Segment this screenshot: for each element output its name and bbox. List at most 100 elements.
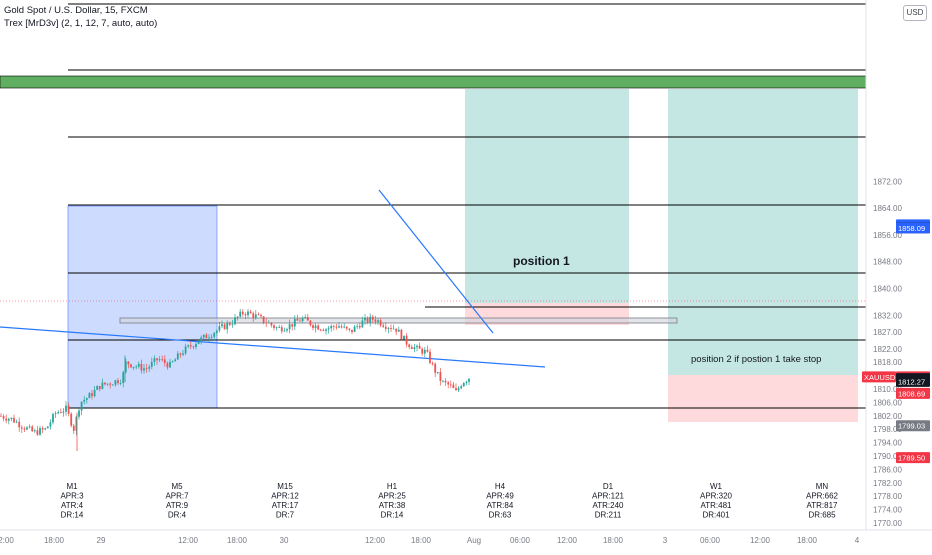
y-tick-label: 1778.00: [873, 492, 902, 501]
timeframe-stat-text: ATR:4: [61, 501, 84, 510]
candle: [397, 326, 400, 332]
timeframe-stat-text: ATR:84: [487, 501, 514, 510]
candle: [257, 312, 260, 316]
candle: [366, 316, 369, 325]
x-tick-label: 2:00: [0, 536, 14, 545]
candle: [457, 386, 460, 393]
candle: [221, 320, 223, 329]
candle: [44, 427, 47, 431]
candle: [436, 371, 439, 375]
candle: [249, 309, 252, 314]
timeframe-stat-text: DR:7: [276, 511, 295, 520]
price-badge: 1858.09: [896, 222, 930, 234]
x-tick-label: 12:00: [750, 536, 771, 545]
price-axis[interactable]: 1770.00 1774.00 1778.00 1782.00 1786.00 1790.…: [865, 0, 902, 530]
candle: [223, 323, 226, 330]
candle: [317, 323, 320, 330]
candle: [226, 320, 229, 334]
candle: [10, 417, 13, 422]
candle: [413, 343, 416, 353]
candle: [439, 368, 442, 386]
timeframe-stat-text: APR:3: [60, 492, 84, 501]
candle: [353, 325, 356, 333]
candle: [374, 315, 377, 325]
candle: [72, 423, 75, 435]
range-box[interactable]: [67, 205, 218, 409]
candle: [202, 334, 205, 340]
timeframe-stat-text: DR:63: [489, 511, 512, 520]
position-1-profit-zone[interactable]: [465, 89, 629, 303]
candle: [262, 316, 265, 325]
candle: [239, 308, 242, 319]
trend-line-upper[interactable]: [378, 189, 494, 334]
position-2-profit-zone[interactable]: [668, 89, 858, 375]
candle: [106, 383, 109, 386]
y-tick-label: 1794.00: [873, 439, 902, 448]
candle: [80, 401, 83, 416]
candle: [236, 316, 239, 321]
candle: [28, 424, 31, 429]
timeframe-stat-text: M1: [66, 482, 78, 491]
candle: [23, 426, 26, 433]
price-badge: XAUUSD: [862, 371, 896, 383]
candle: [169, 358, 171, 369]
y-tick-label: 1832.00: [873, 311, 902, 320]
timeframe-stat-text: ATR:17: [272, 501, 299, 510]
candle: [41, 426, 44, 433]
candle: [356, 323, 359, 330]
candle: [39, 425, 41, 436]
candle: [418, 342, 421, 349]
timeframe-stat-text: ATR:481: [701, 501, 733, 510]
x-tick-label: 18:00: [411, 536, 432, 545]
candle: [460, 384, 463, 390]
candle: [75, 415, 78, 436]
y-tick-label: 1770.00: [873, 519, 902, 528]
candle: [241, 309, 244, 317]
candle: [182, 349, 184, 357]
candle: [5, 414, 8, 424]
candle: [299, 317, 301, 322]
candle: [143, 364, 145, 374]
timeframe-stat-text: D1: [603, 482, 614, 491]
horizontal-levels: [0, 3, 866, 409]
candle: [184, 343, 187, 356]
position-2-loss-zone[interactable]: [668, 375, 858, 422]
candle: [369, 313, 372, 327]
candle: [465, 380, 468, 386]
candle: [296, 314, 299, 321]
position-1-label: position 1: [513, 254, 570, 268]
green-zone[interactable]: [0, 75, 867, 89]
trend-line-lower[interactable]: [0, 326, 546, 368]
x-tick-label: 06:00: [510, 536, 531, 545]
candle: [88, 391, 91, 399]
candle: [234, 314, 236, 326]
time-axis[interactable]: 2:00 18:00 29 12:00 18:00 30 12:00 18:00 Aug 06:0…: [0, 529, 932, 545]
currency-button[interactable]: USD: [903, 5, 927, 21]
candle: [31, 424, 34, 432]
y-tick-label: 1856.00: [873, 231, 902, 240]
y-tick-label: 1782.00: [873, 479, 902, 488]
position-2-label: position 2 if postion 1 take stop: [691, 354, 821, 365]
candle: [158, 356, 161, 362]
candle: [434, 362, 437, 378]
price-badge-label: 1808.69: [898, 389, 925, 398]
candle: [57, 410, 60, 415]
y-tick-label: 1798.00: [873, 425, 902, 434]
order-block[interactable]: [119, 317, 678, 324]
x-tick-label: 18:00: [227, 536, 248, 545]
candle: [117, 378, 119, 386]
candle: [332, 324, 335, 331]
timeframe-stat-text: ATR:9: [166, 501, 189, 510]
candle: [410, 344, 413, 350]
candle: [247, 309, 249, 318]
candle: [132, 366, 135, 371]
timeframe-stat-text: DR:401: [702, 511, 730, 520]
candle: [101, 378, 104, 390]
candle: [62, 408, 65, 417]
candle: [286, 327, 288, 333]
candle: [85, 397, 88, 404]
timeframe-stats: M1APR:3ATR:4DR:14M5APR:7ATR:9DR:4M15APR:…: [60, 482, 838, 520]
